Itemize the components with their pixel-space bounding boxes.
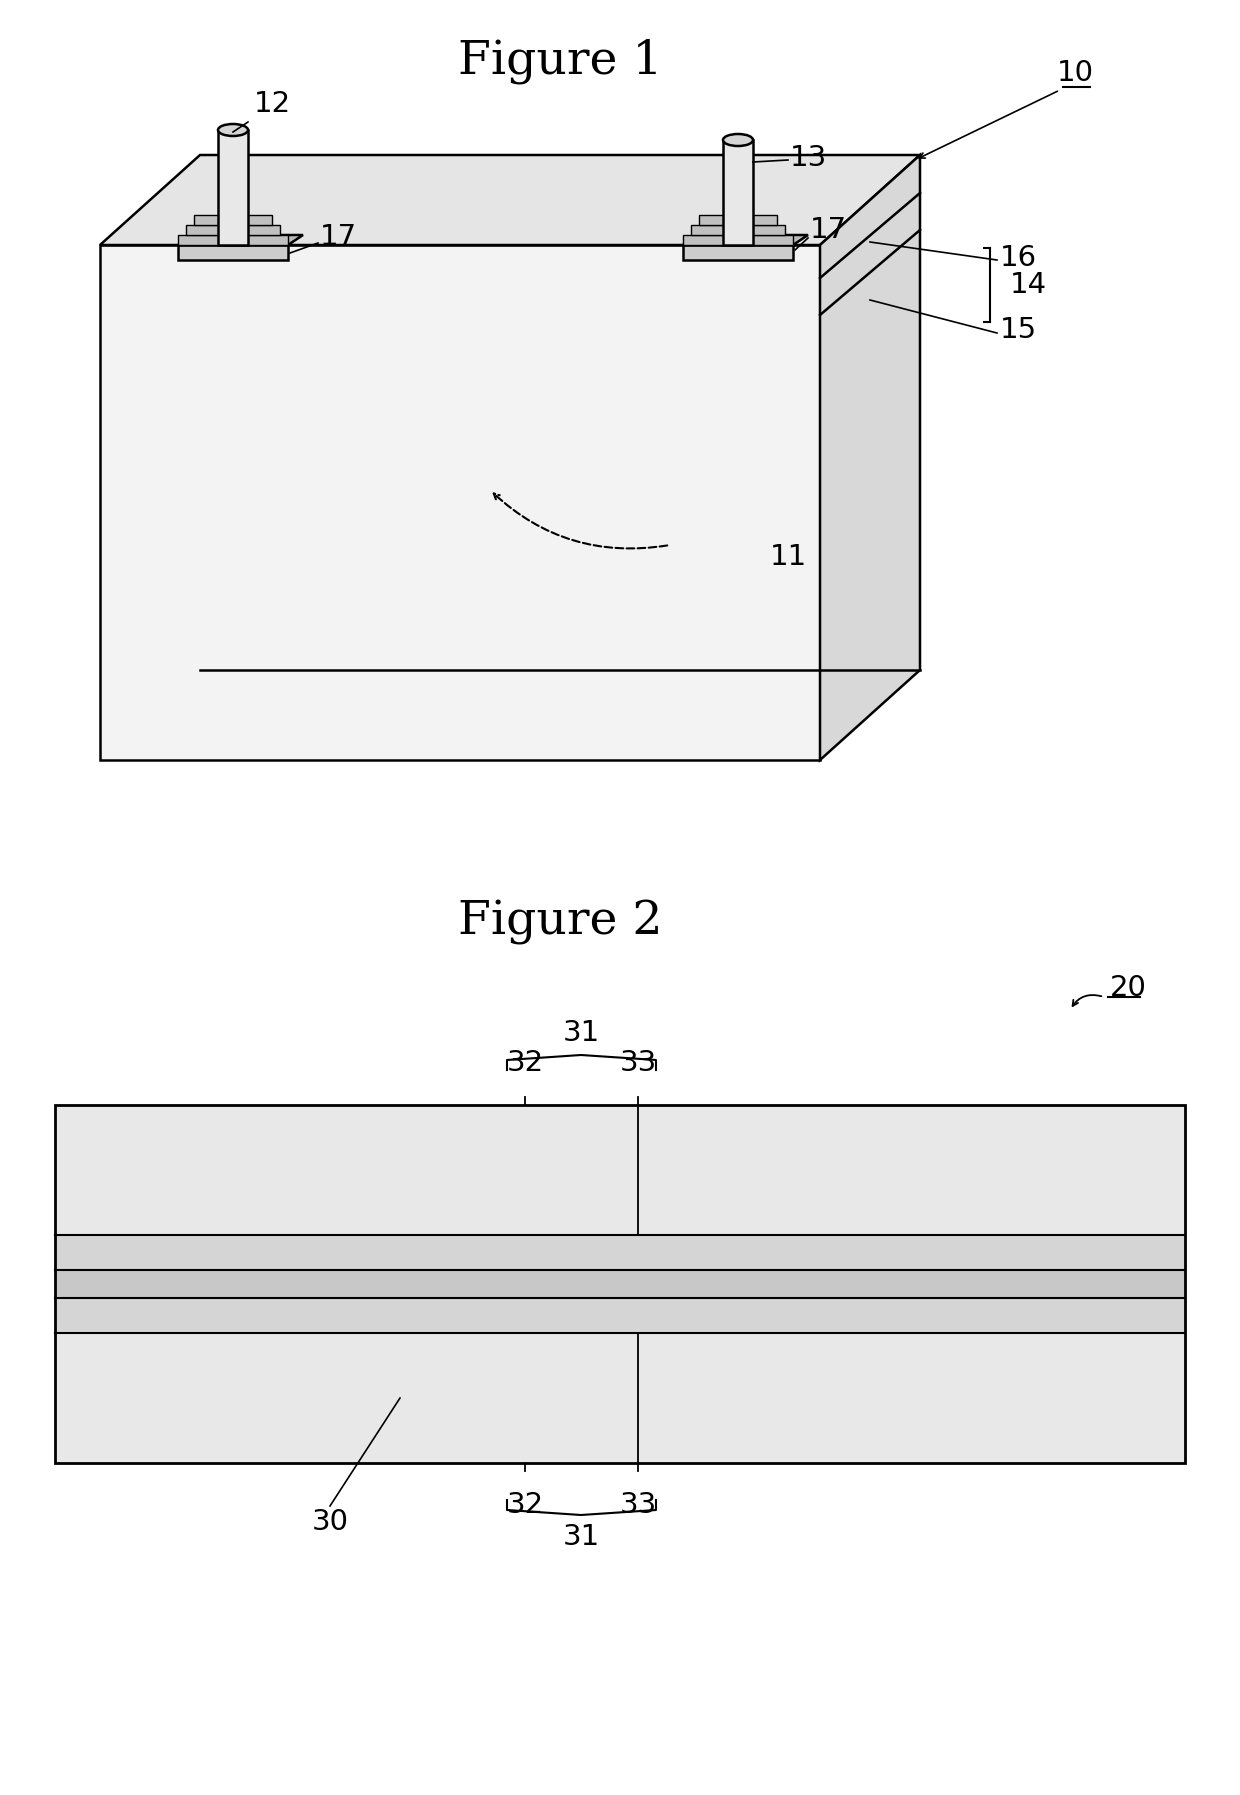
Bar: [683, 235, 794, 244]
Bar: [699, 215, 777, 224]
Text: Figure 1: Figure 1: [458, 38, 662, 84]
Text: 32: 32: [506, 1048, 543, 1077]
Text: Figure 2: Figure 2: [458, 899, 662, 946]
Bar: [55, 1271, 1185, 1298]
Polygon shape: [100, 154, 920, 244]
Bar: [193, 215, 272, 224]
Text: 33: 33: [619, 1048, 657, 1077]
Text: 32: 32: [506, 1492, 543, 1519]
Text: 12: 12: [253, 90, 290, 118]
Ellipse shape: [218, 124, 248, 136]
Text: 14: 14: [1011, 271, 1047, 300]
Text: 31: 31: [563, 1522, 600, 1551]
Text: 20: 20: [1110, 975, 1147, 1002]
Polygon shape: [100, 244, 820, 759]
Bar: [179, 235, 288, 244]
Text: 30: 30: [311, 1508, 348, 1537]
Polygon shape: [179, 235, 303, 244]
Bar: [218, 129, 248, 244]
Bar: [55, 1106, 1185, 1235]
Text: 31: 31: [563, 1020, 600, 1046]
Polygon shape: [179, 244, 288, 260]
Polygon shape: [820, 154, 920, 759]
Bar: [723, 140, 753, 244]
Text: 11: 11: [770, 544, 807, 571]
Text: 13: 13: [790, 144, 827, 172]
Polygon shape: [683, 244, 794, 260]
Text: 17: 17: [320, 223, 357, 251]
Text: 15: 15: [999, 316, 1037, 345]
Bar: [186, 224, 280, 235]
Text: 33: 33: [619, 1492, 657, 1519]
Text: 10: 10: [1056, 59, 1094, 86]
Text: 17: 17: [810, 215, 847, 244]
Polygon shape: [683, 235, 808, 244]
Bar: [55, 1334, 1185, 1463]
Text: 16: 16: [999, 244, 1037, 273]
Bar: [55, 1106, 1185, 1463]
Bar: [55, 1298, 1185, 1334]
Ellipse shape: [723, 135, 753, 145]
Bar: [55, 1235, 1185, 1271]
Bar: [691, 224, 785, 235]
